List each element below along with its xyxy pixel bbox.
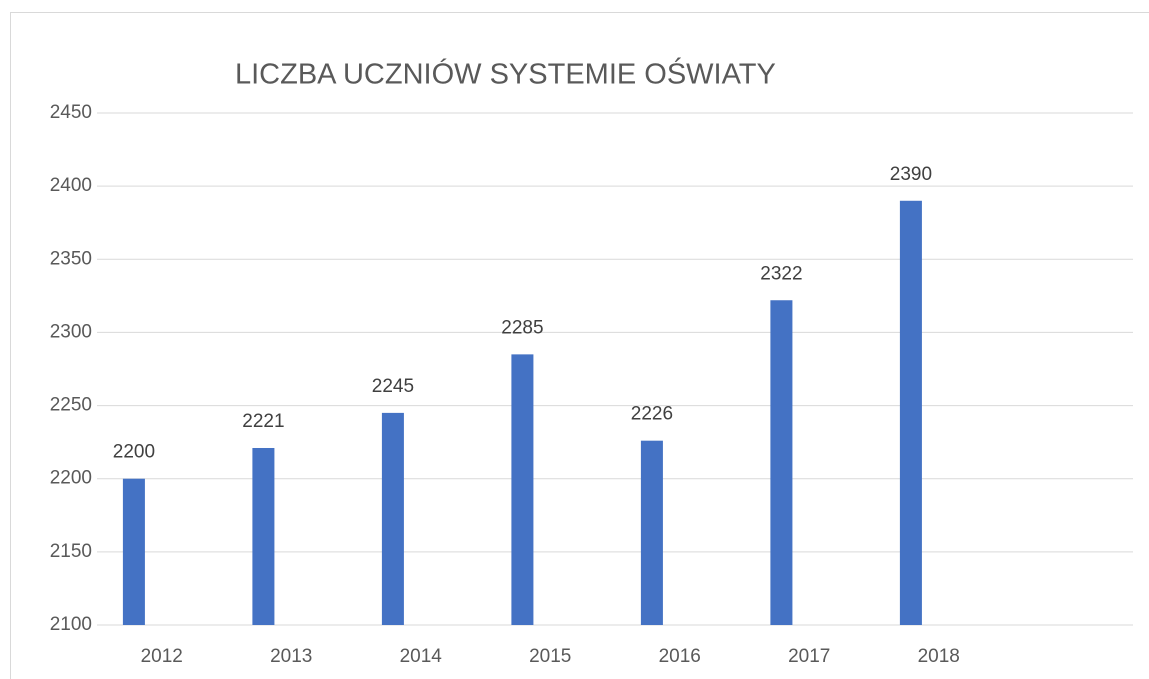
x-tick-label: 2014 — [400, 646, 443, 667]
x-tick-label: 2016 — [659, 646, 701, 667]
bar — [899, 200, 922, 625]
bar — [770, 300, 793, 625]
data-label: 2226 — [631, 404, 673, 425]
data-label: 2245 — [372, 376, 414, 397]
x-tick-label: 2015 — [529, 646, 571, 667]
bar — [252, 447, 275, 625]
bar — [381, 412, 404, 625]
x-tick-label: 2017 — [788, 646, 830, 667]
data-label: 2221 — [242, 411, 284, 432]
bar — [511, 354, 534, 625]
bar — [122, 478, 145, 625]
data-label: 2322 — [760, 263, 802, 284]
data-label: 2285 — [501, 317, 543, 338]
y-tick-label: 2100 — [50, 614, 92, 635]
chart-frame — [10, 12, 1149, 679]
y-tick-label: 2200 — [50, 468, 92, 489]
y-tick-label: 2250 — [50, 395, 92, 416]
chart-title: LICZBA UCZNIÓW SYSTEMIE OŚWIATY — [235, 57, 776, 91]
x-tick-label: 2012 — [141, 646, 183, 667]
y-tick-label: 2350 — [50, 248, 92, 269]
bar — [640, 440, 663, 625]
x-tick-label: 2013 — [270, 646, 312, 667]
y-tick-label: 2400 — [50, 175, 92, 196]
data-label: 2200 — [113, 442, 155, 463]
y-tick-label: 2150 — [50, 541, 92, 562]
y-tick-label: 2450 — [50, 102, 92, 123]
data-label: 2390 — [890, 164, 932, 185]
y-tick-label: 2300 — [50, 321, 92, 342]
x-tick-label: 2018 — [918, 646, 960, 667]
